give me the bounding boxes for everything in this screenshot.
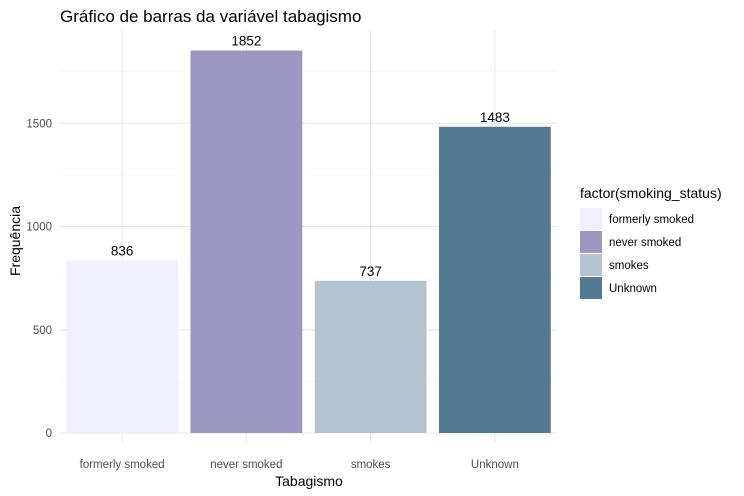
bars [66,50,551,433]
legend-key [580,277,602,299]
legend-entry: never smoked [609,237,681,249]
bar [438,126,551,433]
x-axis-title: Tabagismo [275,473,343,489]
x-tick-label: formerly smoked [80,459,165,471]
bar [314,280,427,433]
x-axis-ticks: formerly smoked never smoked smokes Unknown [80,459,519,471]
legend-title: factor(smoking_status) [580,185,722,201]
x-tick-label: Unknown [471,459,519,471]
legend: factor(smoking_status) formerly smoked ne… [580,185,722,299]
data-label: 737 [359,264,382,279]
legend-entry: formerly smoked [609,214,694,226]
bar [66,260,179,433]
data-label: 836 [111,243,134,258]
y-axis-ticks: 0 500 1000 1500 [26,118,52,440]
data-label: 1852 [231,34,261,49]
y-tick-label: 0 [46,428,52,440]
legend-key [580,254,602,276]
y-axis-title: Frequência [7,206,23,276]
chart-title: Gráfico de barras da variável tabagismo [60,7,361,26]
x-tick-label: smokes [351,459,391,471]
legend-entry: Unknown [609,283,657,295]
legend-key [580,231,602,253]
legend-entry: smokes [609,260,649,272]
x-tick-label: never smoked [210,459,282,471]
y-tick-label: 500 [33,325,52,337]
y-tick-label: 1000 [26,222,52,234]
y-tick-label: 1500 [26,118,52,130]
data-label: 1483 [480,110,510,125]
data-labels: 836 1852 737 1483 [111,34,510,279]
bar [190,50,303,433]
legend-key [580,208,602,230]
